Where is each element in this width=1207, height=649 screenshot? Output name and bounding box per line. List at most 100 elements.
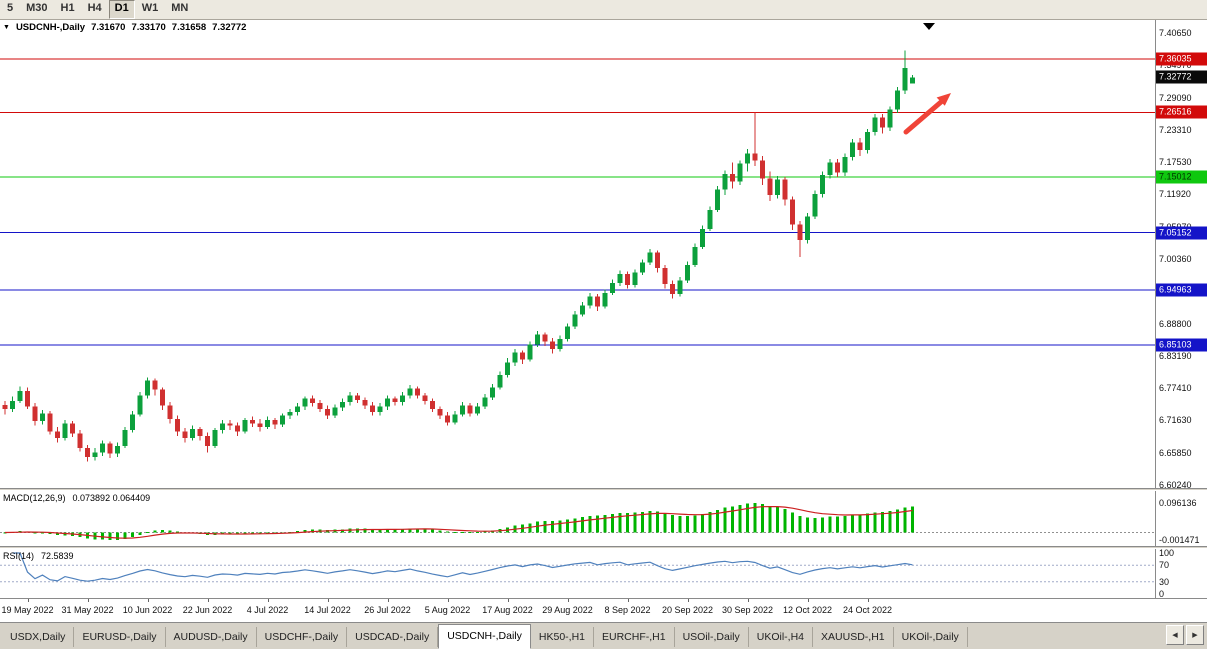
candle-body: [782, 179, 788, 200]
time-axis-label: 20 Sep 2022: [661, 605, 714, 615]
rsi-label: RSI(14): [3, 551, 35, 561]
rsi-info-line: RSI(14) 72.5839: [3, 551, 74, 561]
pane-splitter-rsi[interactable]: [0, 546, 1207, 549]
symbol-tab-eurchf-h1[interactable]: EURCHF-,H1: [594, 627, 675, 647]
candle-body: [355, 395, 360, 400]
timeframe-button-d1[interactable]: D1: [108, 0, 135, 19]
macd-histogram-bar: [768, 505, 772, 533]
candle-body: [137, 395, 143, 415]
macd-histogram-bar: [123, 532, 127, 539]
macd-histogram-bar: [678, 515, 682, 533]
price-chart-svg[interactable]: [0, 20, 1155, 488]
candle-body: [220, 423, 225, 431]
candle-body: [70, 423, 75, 434]
symbol-tab-usoil-daily[interactable]: USOil-,Daily: [675, 627, 749, 647]
candle-body: [25, 390, 30, 407]
macd-histogram-bar: [303, 530, 307, 533]
candle-body: [677, 280, 683, 295]
symbol-tab-audusd-daily[interactable]: AUDUSD-,Daily: [166, 627, 257, 647]
macd-histogram-bar: [453, 531, 457, 533]
candle-body: [302, 398, 308, 407]
price-tag-support-2: 6.94963: [1156, 283, 1207, 297]
symbol-tab-ukoil-h4[interactable]: UKOil-,H4: [749, 627, 814, 647]
price-scale-label: 7.29090: [1159, 92, 1192, 103]
symbol-tab-usdcad-daily[interactable]: USDCAD-,Daily: [347, 627, 439, 647]
tabs-scroll-left-icon[interactable]: ◀: [1166, 625, 1184, 645]
macd-histogram-bar: [603, 514, 607, 533]
time-axis[interactable]: 19 May 2022 31 May 2022 10 Jun 2022 22 Jun …: [0, 598, 1207, 622]
macd-histogram-bar: [3, 532, 7, 534]
candle-body: [317, 403, 323, 409]
timeframe-button-h1[interactable]: H1: [60, 2, 75, 14]
candle-body: [190, 429, 195, 439]
symbol-tab-usdcnh-daily[interactable]: USDCNH-,Daily: [438, 624, 531, 649]
macd-histogram-bar: [881, 512, 884, 533]
candle-body: [430, 400, 435, 409]
macd-histogram-bar: [146, 532, 149, 534]
timeframe-button-mn[interactable]: MN: [171, 2, 189, 14]
macd-histogram-bar: [596, 515, 599, 533]
candle-body: [752, 153, 758, 161]
candle-body: [632, 272, 638, 286]
macd-scale-top: 0.096136: [1159, 498, 1197, 508]
price-scale-label: 6.77410: [1159, 383, 1192, 394]
timeframe-button-m30[interactable]: M30: [26, 2, 48, 14]
candle-body: [482, 397, 488, 407]
candle-body: [722, 173, 728, 190]
macd-histogram-bar: [686, 516, 689, 533]
price-tag-pivot-green: 7.15012: [1156, 170, 1207, 184]
macd-histogram-bar: [461, 531, 464, 533]
pane-splitter-macd[interactable]: [0, 488, 1207, 491]
candle-body: [895, 90, 900, 110]
candle-body: [692, 246, 698, 265]
candle-body: [662, 268, 668, 284]
candle-body: [400, 395, 405, 403]
macd-histogram-bar: [611, 513, 614, 533]
tabs-scroll-right-icon[interactable]: ▶: [1186, 625, 1204, 645]
macd-histogram-bar: [821, 517, 824, 533]
symbol-tab-eurusd-daily[interactable]: EURUSD-,Daily: [74, 627, 166, 647]
rsi-pane-svg[interactable]: [0, 549, 1155, 598]
trend-arrow-annotation[interactable]: [903, 99, 944, 135]
macd-histogram-bar: [798, 515, 802, 533]
timeframe-button-5[interactable]: 5: [7, 2, 14, 14]
symbol-tab-usdchf-daily[interactable]: USDCHF-,Daily: [257, 627, 348, 647]
time-axis-tick: [507, 599, 509, 602]
candle-body: [707, 209, 713, 229]
macd-histogram-bar: [41, 532, 44, 534]
chart-shift-marker-icon[interactable]: [923, 23, 935, 30]
macd-histogram-bar: [671, 514, 674, 533]
candle-body: [10, 400, 15, 409]
macd-histogram-bar: [48, 532, 52, 534]
candle-body: [587, 296, 593, 306]
macd-histogram-bar: [836, 516, 839, 533]
symbol-tab-usdx-daily[interactable]: USDX,Daily: [2, 627, 75, 647]
symbol-tab-ukoil-daily[interactable]: UKOil-,Daily: [894, 627, 968, 647]
candle-body: [497, 375, 503, 388]
symbol-tab-hk50-h1[interactable]: HK50-,H1: [531, 627, 594, 647]
macd-histogram-bar: [641, 512, 644, 533]
macd-histogram-bar: [656, 511, 659, 533]
price-scale-label: 7.23310: [1159, 124, 1192, 135]
candle-body: [205, 435, 210, 446]
timeframe-toolbar: 5 M30 H1 H4 D1 W1 MN: [0, 0, 1207, 20]
rsi-value: 72.5839: [41, 551, 74, 561]
macd-signal-line: [4, 506, 913, 539]
symbol-collapse-icon[interactable]: ▼: [3, 24, 10, 31]
macd-histogram-bar: [131, 532, 134, 538]
macd-values: 0.073892 0.064409: [72, 493, 151, 503]
macd-histogram-bar: [761, 503, 764, 533]
chart-area: ▼ USDCNH-,Daily 7.31670 7.33170 7.31658 …: [0, 20, 1207, 622]
candle-body: [812, 194, 818, 217]
candle-body: [175, 418, 180, 432]
price-scale-label: 7.17530: [1159, 157, 1192, 168]
candle-body: [370, 405, 375, 413]
candle-body: [92, 452, 98, 458]
timeframe-button-w1[interactable]: W1: [141, 2, 159, 14]
macd-pane-svg[interactable]: [0, 491, 1155, 546]
candle-body: [62, 423, 68, 439]
timeframe-button-h4[interactable]: H4: [87, 2, 102, 14]
macd-histogram-bar: [101, 532, 104, 540]
candle-body: [655, 252, 660, 269]
symbol-tab-xauusd-h1[interactable]: XAUUSD-,H1: [813, 627, 894, 647]
